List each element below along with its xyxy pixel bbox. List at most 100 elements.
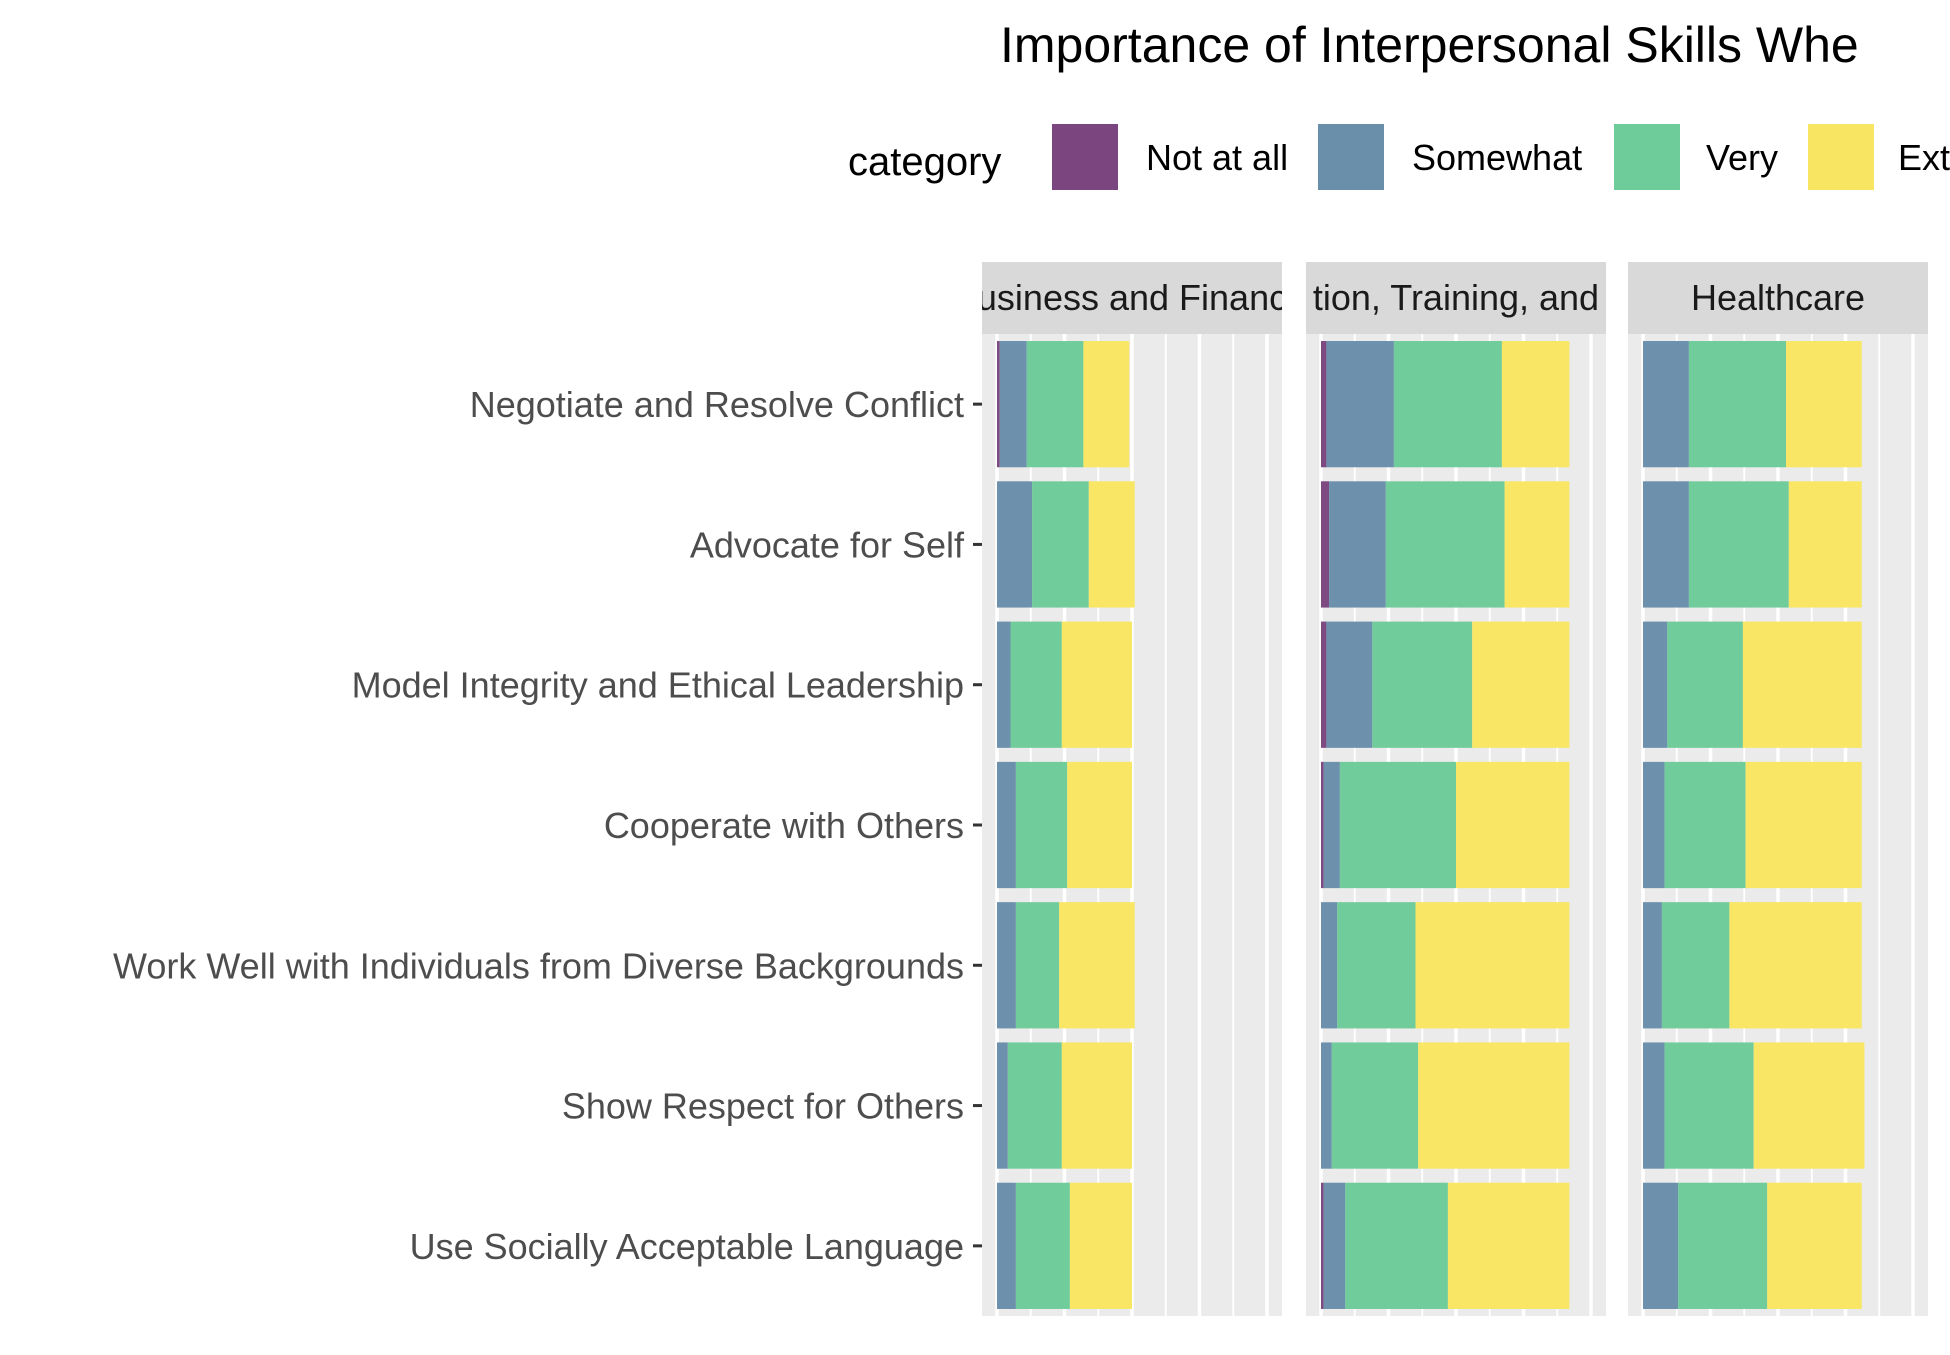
bar-somewhat-work-well-with-individuals-from-diverse-backgrounds [1643,902,1662,1029]
bar-very-model-integrity-and-ethical-leadership [1667,621,1743,748]
bar-extremely-cooperate-with-others [1456,761,1570,889]
bar-not-at-all-negotiate-and-resolve-conflict [1321,341,1327,468]
legend-label-very: Very [1706,137,1778,178]
bar-somewhat-advocate-for-self [1329,481,1386,608]
bar-extremely-negotiate-and-resolve-conflict [1083,341,1130,468]
panel-strip-1 [982,262,1282,334]
facet-panels: usiness and Financ tion, Training, and Hea… [977,262,1928,1316]
bar-extremely-advocate-for-self [1504,481,1570,608]
bar-somewhat-cooperate-with-others [1323,761,1340,889]
panel-2: tion, Training, and [1306,262,1606,1316]
bar-somewhat-show-respect-for-others [997,1042,1008,1169]
bar-very-model-integrity-and-ethical-leadership [1010,621,1062,748]
legend-key-somewhat [1318,124,1384,190]
bar-very-work-well-with-individuals-from-diverse-backgrounds [1337,902,1416,1029]
bar-extremely-advocate-for-self [1788,481,1862,608]
y-tick-label-show-respect-for-others: Show Respect for Others [562,1086,964,1127]
bar-extremely-model-integrity-and-ethical-leadership [1472,621,1570,748]
bar-extremely-work-well-with-individuals-from-diverse-backgrounds [1059,902,1135,1029]
panel-strip-2 [1306,262,1606,334]
legend-key-very [1614,124,1680,190]
bar-very-advocate-for-self [1688,481,1789,608]
bar-extremely-work-well-with-individuals-from-diverse-backgrounds [1729,902,1862,1029]
panel-strip-label-1: usiness and Financ [977,277,1287,318]
bar-extremely-use-socially-acceptable-language [1447,1182,1570,1309]
legend-key-not-at-all [1052,124,1118,190]
bar-very-work-well-with-individuals-from-diverse-backgrounds [1661,902,1730,1029]
bar-not-at-all-negotiate-and-resolve-conflict [997,341,1000,468]
bar-very-use-socially-acceptable-language [1345,1182,1448,1309]
bar-very-advocate-for-self [1032,481,1089,608]
bar-somewhat-cooperate-with-others [1643,761,1665,889]
bar-not-at-all-cooperate-with-others [1321,761,1324,889]
panel-strip-label-3: Healthcare [1691,277,1865,318]
legend-label-ext: Ext [1898,137,1950,178]
bar-very-cooperate-with-others [1664,761,1746,889]
legend-key-ext [1808,124,1874,190]
bar-extremely-show-respect-for-others [1061,1042,1132,1169]
bar-somewhat-negotiate-and-resolve-conflict [1326,341,1394,468]
bar-not-at-all-use-socially-acceptable-language [1321,1182,1324,1309]
bar-extremely-work-well-with-individuals-from-diverse-backgrounds [1415,902,1570,1029]
y-axis: Negotiate and Resolve Conflict Advocate f… [113,384,982,1267]
bar-somewhat-show-respect-for-others [1321,1042,1332,1169]
bar-somewhat-use-socially-acceptable-language [1643,1182,1679,1309]
bar-extremely-use-socially-acceptable-language [1069,1182,1132,1309]
bar-very-cooperate-with-others [1339,761,1456,889]
bar-somewhat-use-socially-acceptable-language [1323,1182,1346,1309]
bar-extremely-show-respect-for-others [1753,1042,1865,1169]
legend-label-somewhat: Somewhat [1412,137,1582,178]
y-tick-label-advocate-for-self: Advocate for Self [690,524,965,565]
bar-very-show-respect-for-others [1664,1042,1754,1169]
bar-extremely-show-respect-for-others [1418,1042,1570,1169]
bar-not-at-all-model-integrity-and-ethical-leadership [1321,621,1327,748]
panel-1: usiness and Financ [977,262,1287,1316]
bar-very-model-integrity-and-ethical-leadership [1372,621,1473,748]
bar-extremely-cooperate-with-others [1745,761,1862,889]
bar-very-cooperate-with-others [1015,761,1068,889]
bar-extremely-use-socially-acceptable-language [1767,1182,1862,1309]
bar-very-show-respect-for-others [1331,1042,1419,1169]
y-tick-label-work-well-with-individuals-from-diverse-backgrounds: Work Well with Individuals from Diverse … [113,945,964,986]
panel-3: Healthcare [1628,262,1928,1316]
panel-strip-label-2: tion, Training, and [1313,277,1599,318]
bar-very-use-socially-acceptable-language [1015,1182,1070,1309]
bar-somewhat-advocate-for-self [1643,481,1689,608]
bar-not-at-all-advocate-for-self [1321,481,1330,608]
bar-somewhat-cooperate-with-others [997,761,1016,889]
bar-somewhat-show-respect-for-others [1643,1042,1665,1169]
bar-somewhat-negotiate-and-resolve-conflict [999,341,1027,468]
panel-strip-3 [1628,262,1928,334]
y-tick-label-model-integrity-and-ethical-leadership: Model Integrity and Ethical Leadership [352,665,964,706]
bar-extremely-negotiate-and-resolve-conflict [1501,341,1570,468]
bar-extremely-advocate-for-self [1088,481,1135,608]
bar-very-show-respect-for-others [1007,1042,1062,1169]
bar-very-use-socially-acceptable-language [1678,1182,1768,1309]
bar-somewhat-negotiate-and-resolve-conflict [1643,341,1689,468]
bar-very-work-well-with-individuals-from-diverse-backgrounds [1015,902,1060,1029]
legend: category Not at all Somewhat Very Ext [848,124,1950,190]
bar-extremely-model-integrity-and-ethical-leadership [1061,621,1132,748]
bar-somewhat-use-socially-acceptable-language [997,1182,1016,1309]
bar-somewhat-model-integrity-and-ethical-leadership [1326,621,1373,748]
legend-label-not-at-all: Not at all [1146,137,1288,178]
bar-very-negotiate-and-resolve-conflict [1393,341,1502,468]
bar-very-advocate-for-self [1385,481,1505,608]
bar-very-negotiate-and-resolve-conflict [1026,341,1084,468]
legend-title: category [848,140,1001,184]
bar-somewhat-work-well-with-individuals-from-diverse-backgrounds [997,902,1016,1029]
bar-extremely-negotiate-and-resolve-conflict [1786,341,1862,468]
bar-somewhat-work-well-with-individuals-from-diverse-backgrounds [1321,902,1338,1029]
bar-extremely-cooperate-with-others [1067,761,1132,889]
bar-very-negotiate-and-resolve-conflict [1688,341,1787,468]
bar-extremely-model-integrity-and-ethical-leadership [1742,621,1862,748]
y-tick-label-negotiate-and-resolve-conflict: Negotiate and Resolve Conflict [470,384,964,425]
bar-somewhat-model-integrity-and-ethical-leadership [1643,621,1668,748]
chart-title: Importance of Interpersonal Skills Whe [1000,17,1859,73]
y-tick-label-use-socially-acceptable-language: Use Socially Acceptable Language [410,1226,964,1267]
y-tick-label-cooperate-with-others: Cooperate with Others [604,805,964,846]
bar-somewhat-model-integrity-and-ethical-leadership [997,621,1011,748]
bar-somewhat-advocate-for-self [997,481,1033,608]
